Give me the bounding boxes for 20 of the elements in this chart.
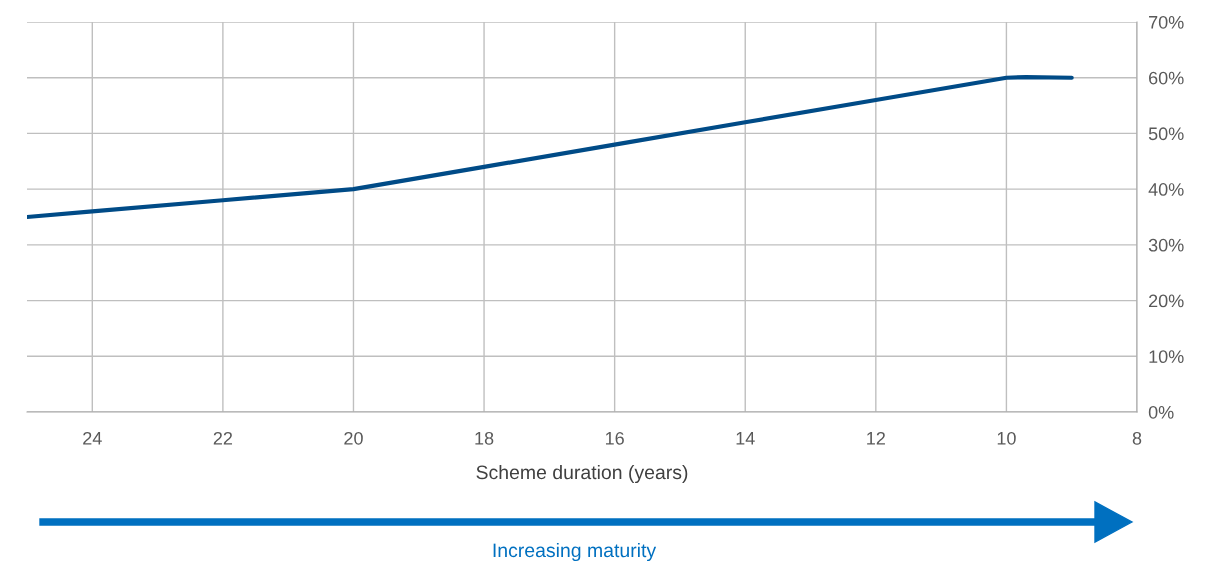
y-tick-label: 10% <box>1149 350 1184 364</box>
y-tick-label: 40% <box>1148 183 1184 196</box>
x-tick-label: 24 <box>83 431 102 445</box>
y-tick-label: 30% <box>1148 238 1184 252</box>
x-tick-label: 12 <box>867 431 885 445</box>
x-tick-label: 18 <box>475 431 494 445</box>
y-tick-label: 20% <box>1149 294 1184 308</box>
x-tick-label: 16 <box>605 431 624 445</box>
x-tick-label: 22 <box>213 431 233 445</box>
y-tick-label: 70% <box>1149 15 1184 29</box>
line-series <box>27 75 1074 220</box>
y-tick-label: 0% <box>1148 405 1174 419</box>
x-tick-label: 14 <box>736 432 755 445</box>
x-tick-label: 8 <box>1132 431 1142 445</box>
x-tick-label: 10 <box>997 431 1016 445</box>
x-tick-label: 20 <box>344 431 363 445</box>
text: Increasing maturity <box>493 542 657 562</box>
y-tick-label: 50% <box>1148 127 1184 141</box>
y-tick-label: 60% <box>1149 71 1184 85</box>
x-axis-title: Scheme duration (years) <box>476 464 688 484</box>
